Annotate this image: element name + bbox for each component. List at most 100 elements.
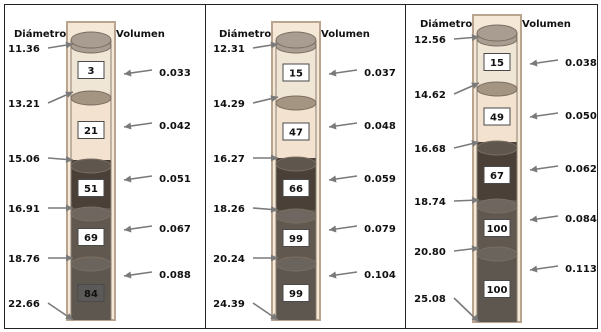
segment-label-box xyxy=(282,179,310,197)
segment-label: 15 xyxy=(289,69,303,80)
volume-arrow xyxy=(328,271,358,279)
segment-label: 100 xyxy=(487,285,508,296)
volume-header: Volumen xyxy=(116,29,165,40)
volume-arrow xyxy=(123,271,153,279)
diameter-value: 16.91 xyxy=(8,204,40,215)
diameter-value: 18.26 xyxy=(213,204,245,215)
diameter-arrow xyxy=(252,95,279,104)
log-segment: 99 xyxy=(275,256,317,320)
log-top-cap xyxy=(275,31,317,49)
volume-value: 0.042 xyxy=(159,121,191,132)
segment-label: 47 xyxy=(289,128,303,139)
log-segment: 84 xyxy=(70,256,112,320)
volume-value: 0.051 xyxy=(159,174,191,185)
diameter-header: Diámetro xyxy=(219,28,271,40)
log-segment-cap xyxy=(70,256,112,272)
diameter-arrow xyxy=(453,245,480,253)
diameter-arrow xyxy=(47,41,74,49)
segment-label: 51 xyxy=(84,184,98,195)
segment-label-box xyxy=(282,122,310,141)
diameter-value: 22.66 xyxy=(8,299,40,310)
log-panel-2: Diámetro Volumen 15 47 66 99 99 12.31 14.29 16.27… xyxy=(213,21,396,321)
segment-label-box xyxy=(483,219,511,237)
diameter-value: 12.56 xyxy=(414,35,446,46)
panels-layer: Diámetro Volumen 3 21 51 69 84 11.36 13.21 15.06 1… xyxy=(8,14,597,323)
segment-label: 15 xyxy=(490,58,504,69)
segment-label-box xyxy=(483,166,511,184)
table-grid xyxy=(4,4,598,329)
log-top-cap xyxy=(70,31,112,49)
segment-label: 84 xyxy=(84,289,98,300)
log-segment-cap xyxy=(476,81,518,97)
diameter-header: Diámetro xyxy=(14,28,66,40)
diameter-value: 16.68 xyxy=(414,144,446,155)
diameter-arrow xyxy=(48,204,73,212)
diameter-arrow xyxy=(453,196,480,204)
diameter-arrow xyxy=(453,34,480,42)
volume-value: 0.059 xyxy=(364,174,396,185)
volume-value: 0.084 xyxy=(565,214,597,225)
diameter-value: 15.06 xyxy=(8,154,40,165)
volume-value: 0.050 xyxy=(565,111,597,122)
segment-label: 100 xyxy=(487,224,508,235)
diameter-value: 14.29 xyxy=(213,99,245,110)
volume-value: 0.104 xyxy=(364,270,396,281)
log-segment: 69 xyxy=(70,206,112,258)
log-segment: 51 xyxy=(70,158,112,208)
log-segment-cap xyxy=(70,158,112,174)
log-segment: 49 xyxy=(476,81,518,142)
log-segment-cap xyxy=(476,198,518,214)
diameter-arrow xyxy=(48,254,73,262)
log-segment-cap xyxy=(476,246,518,262)
volume-arrow xyxy=(529,165,559,173)
segment-label: 67 xyxy=(490,171,504,182)
diameter-arrow xyxy=(253,154,278,162)
volume-header: Volumen xyxy=(321,29,370,40)
log-segment: 66 xyxy=(275,156,317,210)
segment-label: 66 xyxy=(289,184,303,195)
segment-label-box xyxy=(483,280,511,298)
volume-value: 0.048 xyxy=(364,121,396,132)
volume-value: 0.088 xyxy=(159,270,191,281)
log-segment-cap xyxy=(476,140,518,156)
segment-label-box xyxy=(483,107,511,126)
diameter-arrow xyxy=(47,91,74,104)
log-panel-1: Diámetro Volumen 3 21 51 69 84 11.36 13.21 15.06 1… xyxy=(8,21,191,321)
diameter-arrow xyxy=(453,82,480,95)
diameter-value: 14.62 xyxy=(414,90,446,101)
segment-label-box xyxy=(282,284,310,302)
volume-arrow xyxy=(328,122,358,130)
segment-label: 99 xyxy=(289,234,303,245)
segment-label: 21 xyxy=(84,126,98,137)
volume-value: 0.033 xyxy=(159,68,191,79)
segment-label: 99 xyxy=(289,289,303,300)
segment-label-box xyxy=(77,179,105,197)
volume-value: 0.038 xyxy=(565,58,597,69)
volume-value: 0.037 xyxy=(364,68,396,79)
volume-arrow xyxy=(328,225,358,233)
volume-arrow xyxy=(529,112,559,120)
diameter-arrow xyxy=(453,297,480,323)
log-segment-cap xyxy=(275,156,317,172)
log-top-cap xyxy=(476,24,518,42)
volume-arrow xyxy=(123,69,153,77)
volume-value: 0.079 xyxy=(364,224,396,235)
diameter-value: 20.80 xyxy=(414,247,446,258)
log-segment: 21 xyxy=(70,90,112,160)
volume-arrow xyxy=(529,59,559,67)
volume-value: 0.113 xyxy=(565,264,597,275)
diameter-arrow xyxy=(252,302,279,321)
segment-label-box xyxy=(77,228,105,246)
diameter-value: 18.76 xyxy=(8,254,40,265)
volume-arrow xyxy=(529,265,559,273)
segment-label: 69 xyxy=(84,233,98,244)
log-segment-cap xyxy=(275,208,317,224)
volume-header: Volumen xyxy=(522,19,571,30)
diameter-arrow xyxy=(47,302,74,321)
segment-label-box xyxy=(77,121,105,139)
volume-arrow xyxy=(123,175,153,183)
log-segment: 67 xyxy=(476,140,518,200)
diameter-arrow xyxy=(253,254,278,262)
log-segment: 99 xyxy=(275,208,317,258)
